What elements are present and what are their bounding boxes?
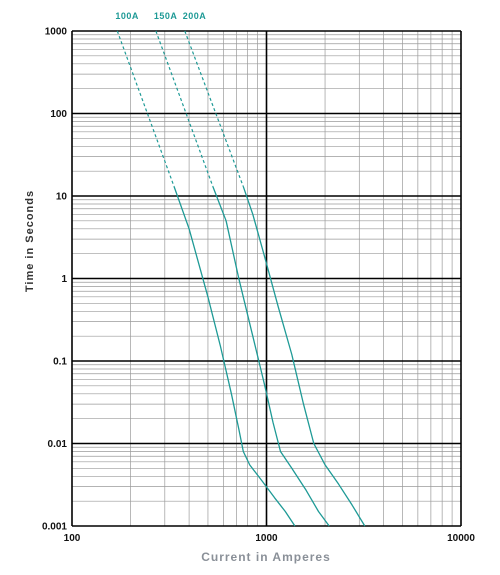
series-label-100a: 100A — [115, 11, 139, 21]
x-axis-title: Current in Amperes — [201, 550, 331, 564]
series-dashed-150a — [155, 30, 214, 187]
x-tick-label: 100 — [64, 533, 81, 544]
x-tick-label: 10000 — [447, 533, 475, 544]
series-label-200a: 200A — [183, 11, 207, 21]
series-curve-100a — [173, 186, 296, 527]
y-tick-labels: 1000 100 10 1 0.1 0.01 0.001 — [42, 27, 67, 533]
series-curves — [116, 30, 366, 527]
series-curve-150a — [212, 186, 330, 527]
major-gridlines — [71, 30, 462, 527]
y-axis-title: Time in Seconds — [24, 190, 36, 292]
y-tick-label: 10 — [56, 192, 68, 203]
y-tick-label: 0.1 — [53, 357, 67, 368]
x-tick-label: 1000 — [255, 533, 278, 544]
y-tick-label: 1000 — [45, 27, 68, 38]
y-tick-label: 0.01 — [48, 439, 68, 450]
series-dashed-100a — [116, 30, 175, 187]
series-curve-200a — [242, 186, 366, 527]
y-tick-label: 0.001 — [42, 522, 67, 533]
y-tick-label: 100 — [50, 109, 67, 120]
series-labels: 100A 150A 200A — [115, 11, 207, 21]
series-label-150a: 150A — [154, 11, 178, 21]
series-dashed-200a — [184, 30, 244, 187]
x-tick-labels: 100 1000 10000 — [64, 533, 476, 544]
y-tick-label: 1 — [61, 274, 67, 285]
